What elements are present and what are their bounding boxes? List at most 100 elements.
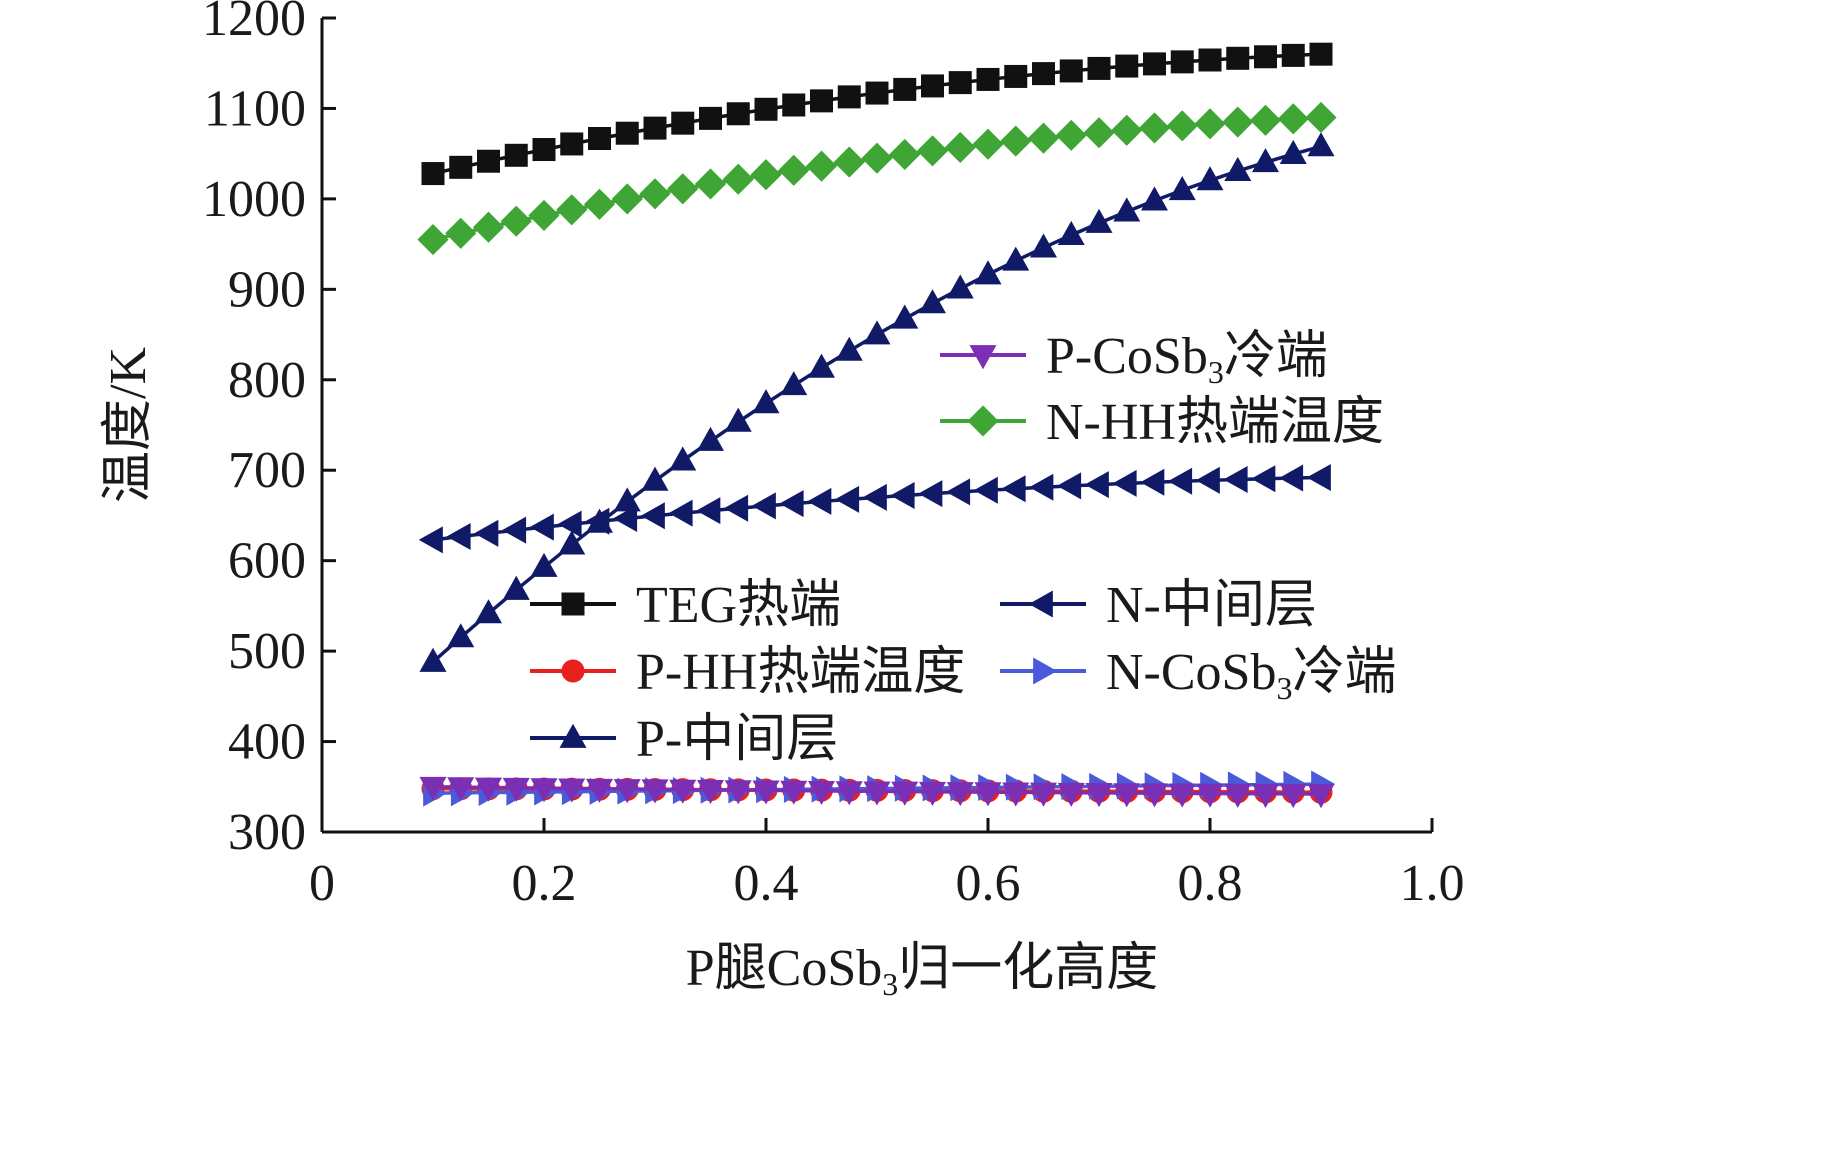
series-2-point (891, 304, 919, 329)
series-6-point (752, 780, 780, 805)
series-3-point (946, 478, 971, 506)
series-2-point (696, 426, 725, 451)
y-tick-label: 900 (228, 261, 306, 318)
series-2-point (1307, 132, 1335, 157)
series-6 (419, 776, 1335, 809)
legend-label-pre: N-CoSb (1106, 644, 1276, 701)
series-6-point (530, 778, 558, 803)
series-6-point (502, 777, 530, 802)
series-0-point (865, 81, 889, 105)
series-3-point (779, 490, 804, 518)
series-layer (417, 42, 1337, 809)
series-0-point (1143, 52, 1166, 76)
series-0-point (449, 155, 473, 179)
series-2-point (752, 389, 780, 414)
legend-item-2: P-中间层 (530, 711, 838, 768)
series-1-point (445, 217, 477, 249)
series-1-point (778, 154, 810, 186)
series-0-point (726, 102, 750, 126)
series-3-point (724, 494, 749, 522)
series-2-point (1196, 166, 1224, 191)
series-0-point (1059, 59, 1083, 83)
legend-label: N-CoSb3冷端 (1106, 644, 1397, 706)
series-6-point (918, 781, 947, 806)
series-2-point (807, 353, 836, 378)
series-3-point (446, 523, 471, 551)
series-3-point (1084, 471, 1109, 499)
series-0-point (477, 149, 500, 173)
series-2-point (1168, 176, 1196, 201)
series-1-point (861, 142, 893, 174)
legend-marker (1033, 657, 1058, 685)
series-1-point (417, 224, 449, 256)
legend-marker (561, 592, 585, 616)
series-0-point (1254, 45, 1277, 69)
series-2-point (918, 289, 947, 314)
series-3-point (807, 487, 832, 515)
series-6-point (780, 780, 808, 805)
series-6-point (696, 779, 725, 805)
series-1-point (1166, 110, 1198, 142)
series-3-point (640, 502, 665, 530)
legend-marker (561, 659, 585, 683)
series-1-point (556, 194, 588, 226)
series-2-point (530, 552, 558, 577)
series-6-point (1085, 783, 1113, 808)
series-6-point (613, 779, 641, 804)
series-1-point (805, 150, 838, 182)
series-1-point (1111, 114, 1143, 146)
series-2-point (780, 371, 808, 396)
series-2-point (1251, 148, 1280, 173)
series-0-point (1281, 43, 1305, 67)
series-6-point (1224, 783, 1252, 808)
series-6-point (891, 781, 919, 806)
series-2-point (1002, 246, 1030, 271)
legend-label-sub: 3 (1276, 670, 1292, 706)
series-1-point (611, 183, 643, 215)
series-2-point (1140, 186, 1169, 211)
y-axis-label: 温度/K (100, 347, 157, 503)
y-tick-label: 1000 (202, 171, 306, 228)
series-2-point (613, 487, 641, 512)
series-1-point (667, 173, 699, 205)
series-3-point (1251, 465, 1276, 493)
series-6-point (419, 776, 447, 801)
series-0-point (976, 67, 1000, 91)
x-tick-label: 0.2 (512, 855, 577, 912)
series-0-point (1032, 62, 1055, 86)
series-3-point (557, 510, 582, 538)
legend-label: P-HH热端温度 (636, 644, 965, 701)
series-3-point (918, 480, 943, 508)
series-2-point (474, 599, 503, 624)
series-0-point (948, 71, 972, 95)
series-1-point (1222, 106, 1254, 138)
series-0-point (588, 127, 611, 151)
series-3-point (696, 497, 721, 525)
legend-label: P-CoSb3冷端 (1046, 328, 1328, 390)
series-6-point (669, 779, 697, 804)
legend-item-5: N-CoSb3冷端 (1000, 644, 1397, 706)
series-3-point (418, 526, 443, 554)
series-3-point (474, 519, 499, 547)
series-6-point (1057, 782, 1085, 807)
series-3-point (502, 516, 527, 544)
series-0-point (643, 116, 667, 140)
legend-marker (969, 345, 997, 370)
y-tick-label: 400 (228, 714, 306, 771)
series-6-point (1140, 783, 1169, 808)
series-0-point (1226, 46, 1250, 70)
series-6-point (558, 778, 586, 803)
series-2-point (502, 575, 530, 600)
series-0-point (504, 143, 528, 167)
x-axis-label: P腿CoSb3归一化高度 (686, 940, 1159, 1002)
legend-marker (1028, 590, 1053, 618)
series-0-point (671, 111, 695, 135)
series-0-point (754, 97, 778, 121)
series-1-point (639, 178, 671, 210)
series-3-point (862, 483, 887, 511)
series-6-point (807, 780, 836, 806)
legend-item-3: N-中间层 (1000, 577, 1317, 634)
y-tick-label: 1100 (204, 80, 306, 137)
series-2-point (724, 407, 752, 432)
